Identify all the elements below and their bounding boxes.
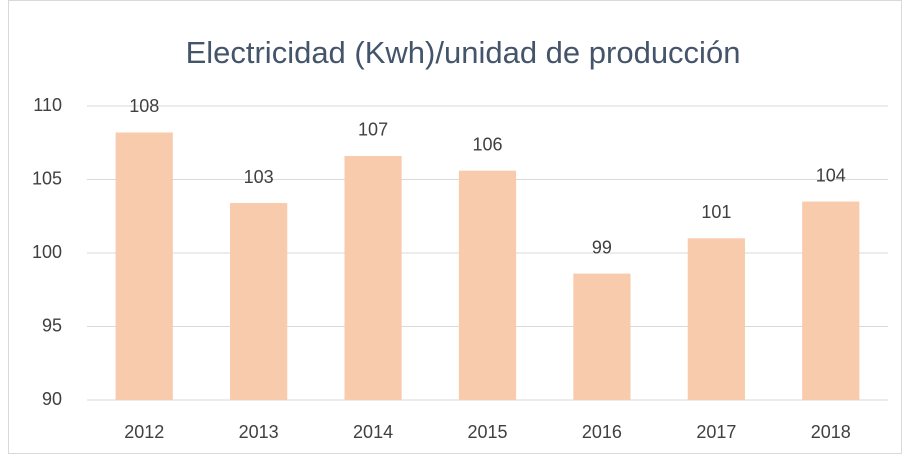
data-label: 101 xyxy=(701,202,731,222)
y-tick-label: 105 xyxy=(32,168,62,188)
x-tick-label: 2012 xyxy=(124,422,164,442)
x-tick-label: 2018 xyxy=(811,422,851,442)
data-label: 103 xyxy=(244,167,274,187)
x-tick-label: 2015 xyxy=(467,422,507,442)
x-tick-label: 2013 xyxy=(239,422,279,442)
x-tick-label: 2016 xyxy=(582,422,622,442)
bar xyxy=(573,273,631,400)
data-label: 108 xyxy=(129,96,159,116)
chart-title: Electricidad (Kwh)/unidad de producción xyxy=(186,35,741,70)
data-label: 107 xyxy=(358,120,388,140)
bar xyxy=(458,170,517,400)
x-tick-label: 2017 xyxy=(696,422,736,442)
y-tick-label: 90 xyxy=(42,389,62,409)
bar xyxy=(344,155,402,400)
bar xyxy=(230,203,288,400)
bar xyxy=(687,238,745,400)
data-label: 104 xyxy=(816,165,846,185)
y-tick-label: 100 xyxy=(32,242,62,262)
y-tick-label: 110 xyxy=(33,95,62,115)
data-label: 99 xyxy=(592,237,612,257)
data-label: 106 xyxy=(472,134,502,154)
y-tick-label: 95 xyxy=(42,315,62,335)
bar xyxy=(802,201,860,400)
x-tick-label: 2014 xyxy=(353,422,393,442)
bar xyxy=(115,132,173,400)
